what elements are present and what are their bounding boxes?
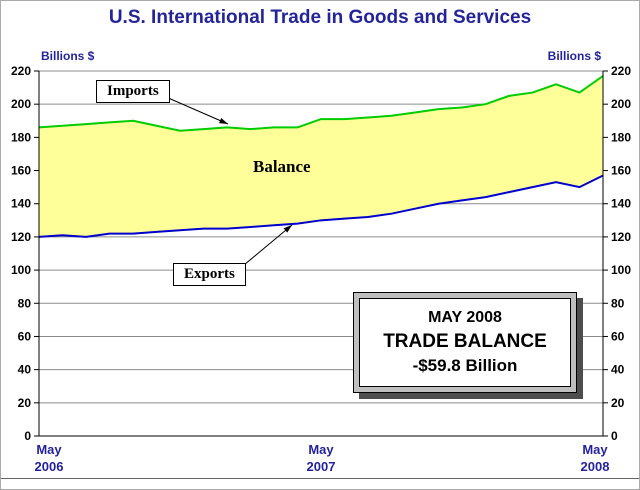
y-tick-label-left: 160 bbox=[11, 164, 31, 178]
y-tick-label-left: 60 bbox=[18, 329, 32, 343]
y-tick-label-right: 200 bbox=[611, 97, 631, 111]
y-tick-label-right: 140 bbox=[611, 197, 631, 211]
exports-arrow bbox=[243, 224, 293, 266]
x-label-year: 2006 bbox=[34, 459, 64, 474]
imports-arrow bbox=[165, 96, 229, 125]
callout-title: TRADE BALANCE bbox=[383, 331, 547, 352]
x-axis-label-2007: May 2007 bbox=[289, 441, 353, 475]
callout-value: -$59.8 Billion bbox=[412, 356, 518, 375]
trade-balance-callout: MAY 2008 TRADE BALANCE -$59.8 Billion bbox=[353, 292, 577, 393]
x-label-year: 2007 bbox=[306, 459, 336, 474]
y-tick-label-left: 100 bbox=[11, 263, 31, 277]
y-tick-label-right: 60 bbox=[611, 329, 625, 343]
x-label-month: May bbox=[582, 442, 608, 457]
exports-callout-label: Exports bbox=[184, 266, 235, 282]
balance-area bbox=[39, 75, 603, 237]
y-tick-label-left: 120 bbox=[11, 230, 31, 244]
imports-line bbox=[38, 75, 604, 132]
y-tick-label-left: 180 bbox=[11, 130, 31, 144]
y-tick-label-right: 40 bbox=[611, 363, 625, 377]
y-tick-label-right: 160 bbox=[611, 164, 631, 178]
exports-callout: Exports bbox=[173, 263, 246, 286]
callout-month: MAY 2008 bbox=[428, 309, 502, 326]
y-tick-label-left: 20 bbox=[18, 396, 32, 410]
x-axis-label-2008: May 2008 bbox=[563, 441, 627, 475]
y-tick-label-right: 220 bbox=[611, 64, 631, 78]
chart-title: U.S. International Trade in Goods and Se… bbox=[108, 7, 532, 28]
footer-divider bbox=[1, 478, 639, 479]
imports-arrow-head bbox=[219, 117, 228, 124]
x-label-month: May bbox=[36, 442, 62, 457]
y-tick-label-right: 0 bbox=[611, 429, 618, 443]
y-tick-label-left: 220 bbox=[11, 64, 31, 78]
exports-arrow-head bbox=[283, 225, 292, 233]
y-tick-label-left: 140 bbox=[11, 197, 31, 211]
y-tick-label-left: 0 bbox=[24, 429, 31, 443]
y-tick-label-right: 100 bbox=[611, 263, 631, 277]
exports-line bbox=[38, 174, 604, 238]
y-tick-label-left: 40 bbox=[18, 363, 32, 377]
y-tick-label-right: 180 bbox=[611, 130, 631, 144]
x-label-year: 2008 bbox=[580, 459, 610, 474]
imports-callout: Imports bbox=[96, 80, 170, 103]
balance-label: Balance bbox=[253, 157, 311, 176]
y-tick-label-right: 20 bbox=[611, 396, 625, 410]
y-axis-unit-left: Billions $ bbox=[41, 49, 95, 63]
y-tick-label-right: 120 bbox=[611, 230, 631, 244]
y-tick-label-right: 80 bbox=[611, 296, 625, 310]
imports-callout-label: Imports bbox=[107, 83, 159, 99]
y-tick-label-left: 80 bbox=[18, 296, 32, 310]
x-label-month: May bbox=[308, 442, 334, 457]
trade-balance-callout-inner: MAY 2008 TRADE BALANCE -$59.8 Billion bbox=[359, 298, 571, 387]
y-tick-label-left: 200 bbox=[11, 97, 31, 111]
y-axis-unit-right: Billions $ bbox=[547, 49, 601, 63]
x-axis-label-2006: May 2006 bbox=[17, 441, 81, 475]
